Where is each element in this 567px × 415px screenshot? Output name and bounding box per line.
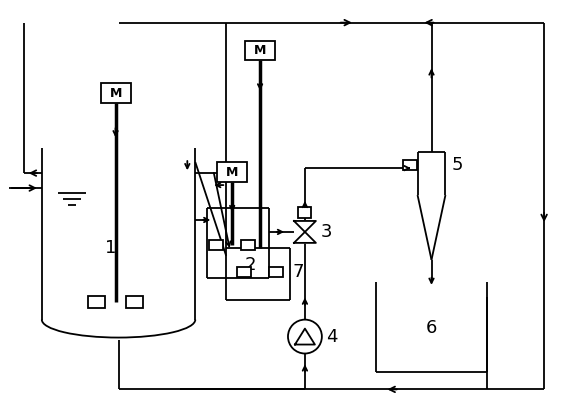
Text: 5: 5 [452, 156, 463, 174]
Bar [88, 296, 105, 308]
Text: 1: 1 [105, 239, 116, 257]
Text: 7: 7 [292, 263, 304, 281]
Bar [100, 83, 130, 103]
Polygon shape [295, 329, 315, 344]
Bar [217, 162, 247, 182]
Bar [269, 267, 283, 277]
Bar [245, 41, 275, 61]
Bar [126, 296, 143, 308]
Bar [403, 160, 417, 170]
Text: M: M [226, 166, 238, 178]
Bar [209, 240, 223, 250]
Text: 6: 6 [426, 319, 437, 337]
Bar [241, 240, 255, 250]
Text: 3: 3 [321, 223, 333, 241]
Bar [237, 267, 251, 277]
Text: 4: 4 [326, 327, 337, 346]
Circle shape [288, 320, 322, 354]
Text: M: M [254, 44, 266, 57]
Polygon shape [294, 232, 316, 243]
Polygon shape [294, 221, 316, 232]
Bar [298, 208, 311, 218]
Text: M: M [109, 87, 122, 100]
Text: 2: 2 [244, 256, 256, 274]
